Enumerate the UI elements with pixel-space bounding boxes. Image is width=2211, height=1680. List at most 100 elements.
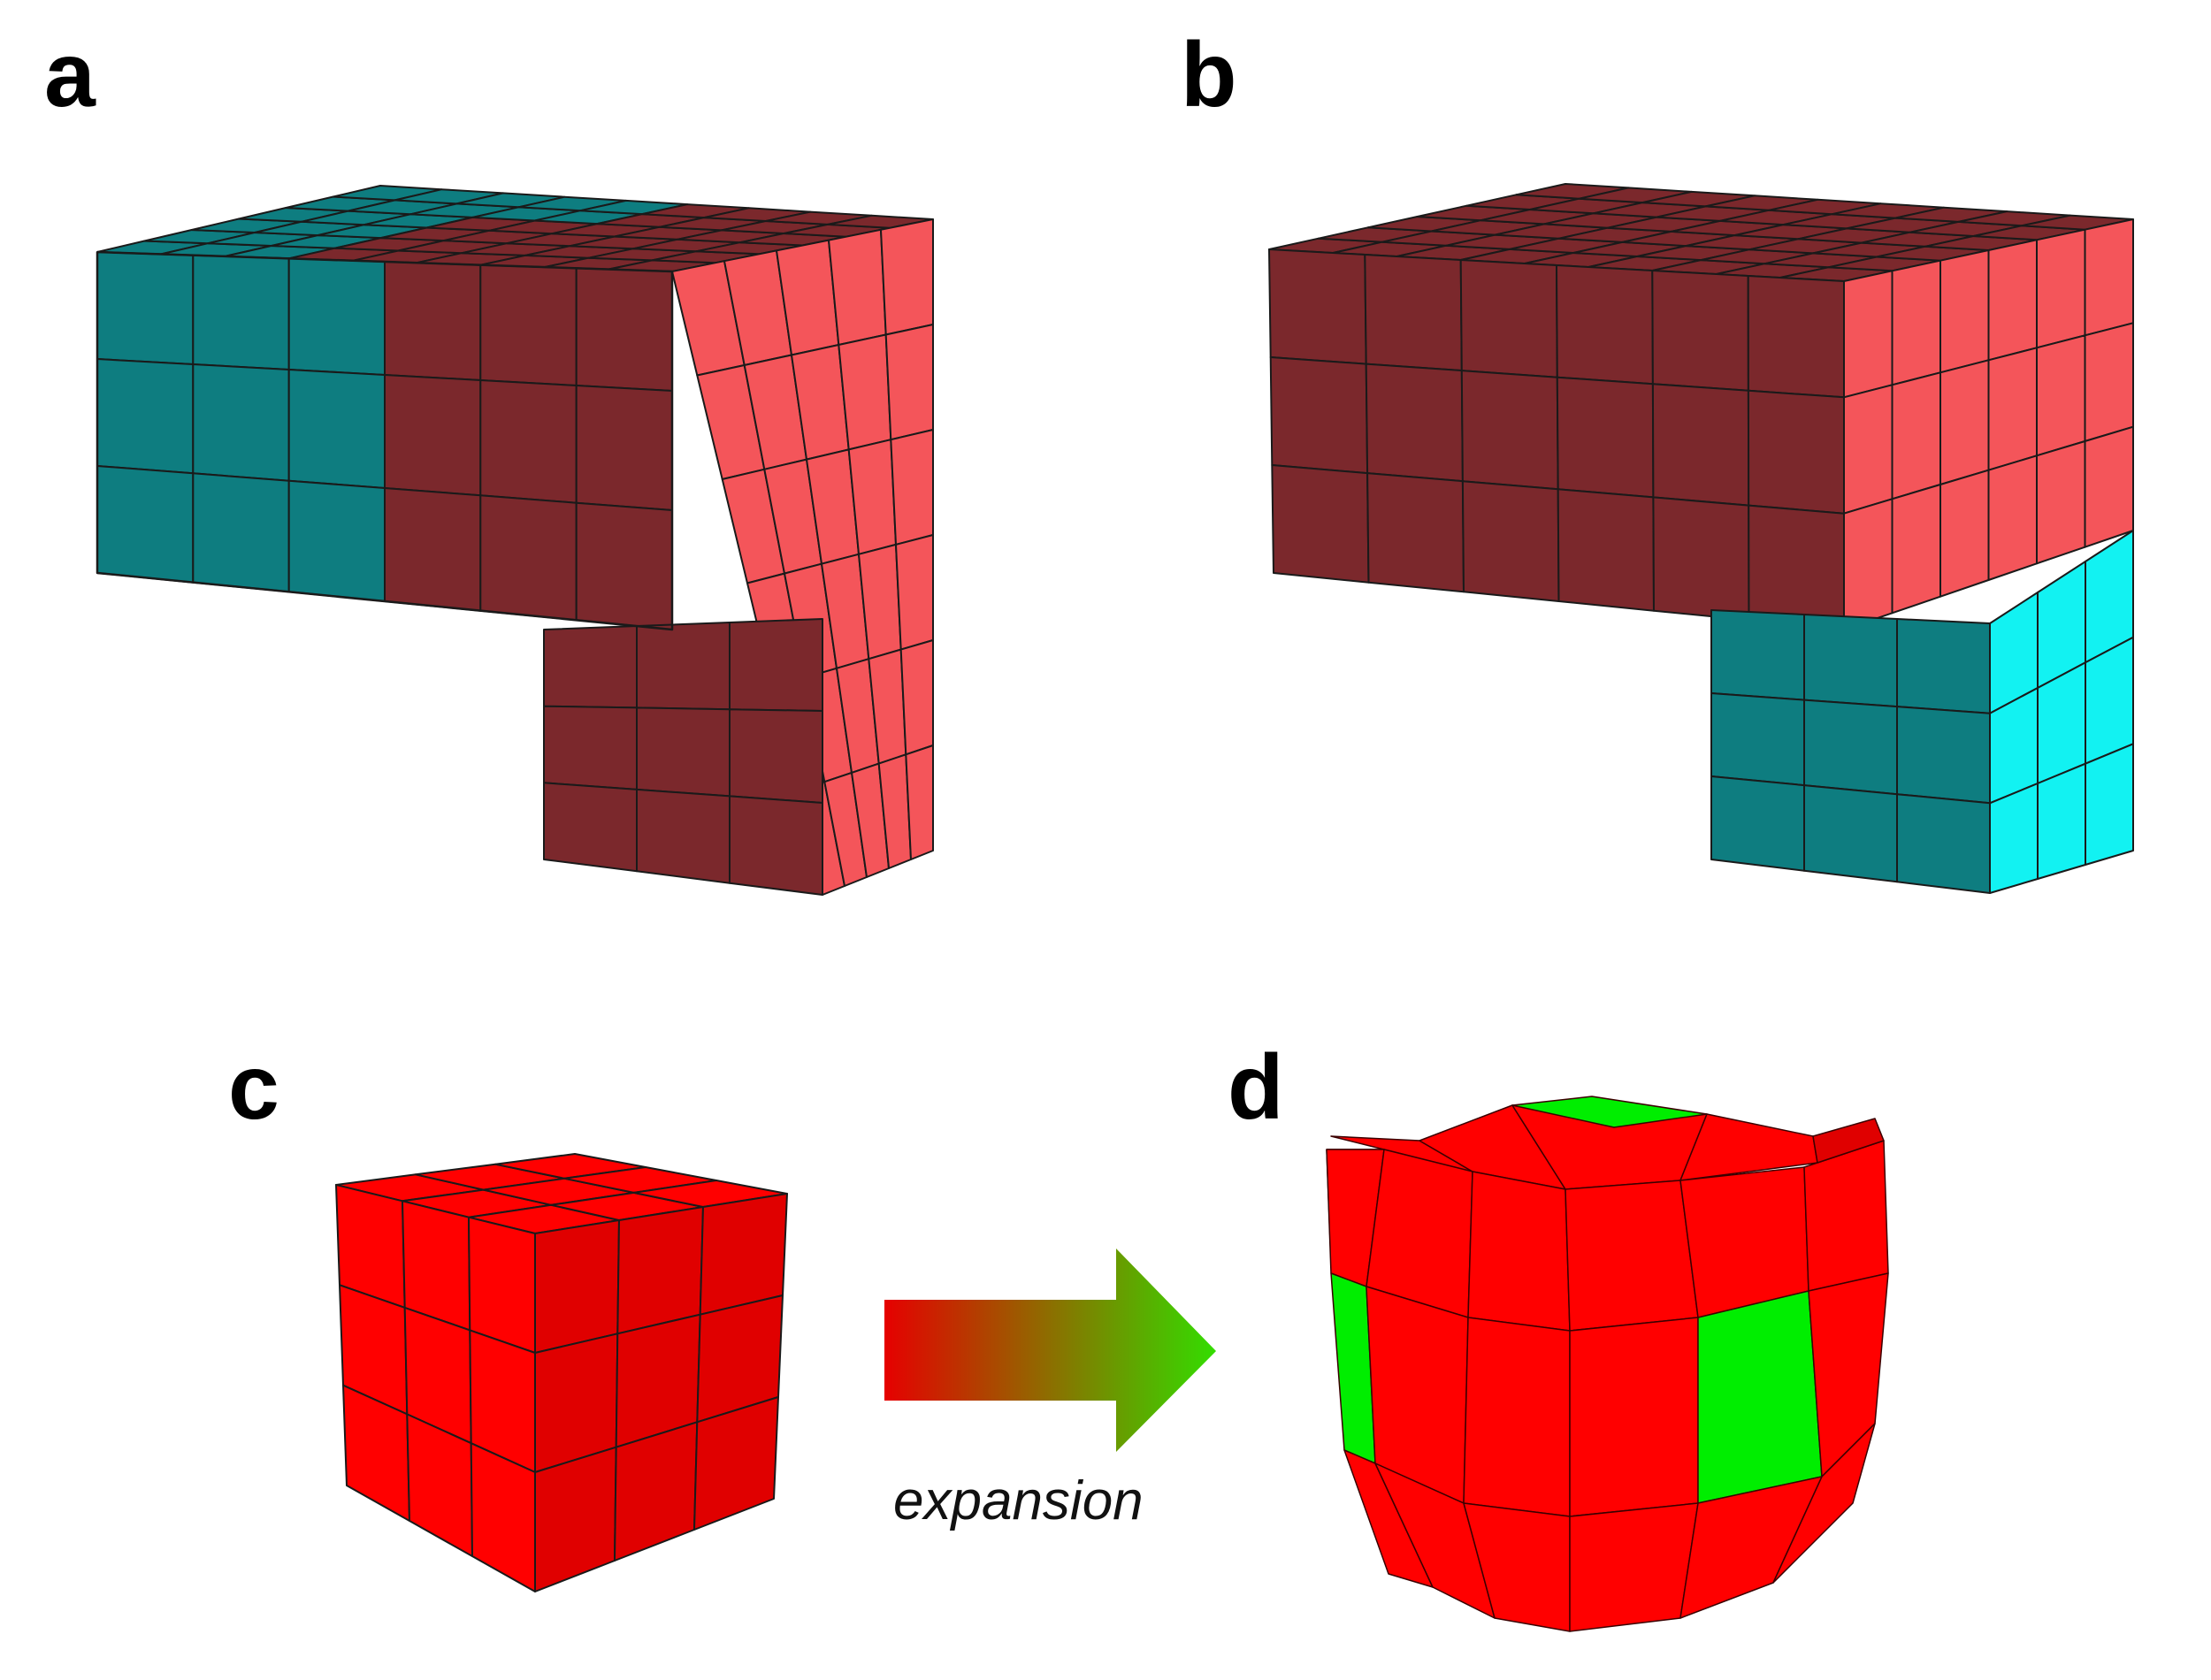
cube-cell-right <box>699 1193 788 1316</box>
mesh-cell-side <box>2036 334 2086 457</box>
mesh-cell-lower-front <box>543 625 638 709</box>
mesh-cell-front <box>1364 254 1463 372</box>
panel-a-mesh <box>96 185 934 896</box>
mesh-cell-front <box>479 379 578 504</box>
mesh-cell-front <box>1556 376 1655 499</box>
mesh-cell-side <box>1987 347 2038 471</box>
mesh-cell-side <box>1987 239 2038 362</box>
expanded-cell-right <box>1569 1502 1699 1632</box>
expanded-cell-right <box>1772 1423 1876 1584</box>
mesh-cell-lower-front <box>1710 692 1805 787</box>
mesh-cell-lower-front <box>1803 784 1898 883</box>
mesh-cell-front <box>1271 464 1370 584</box>
mesh-cell-front <box>384 261 482 381</box>
mesh-cell-front <box>1460 370 1559 491</box>
mesh-cell-front <box>479 494 578 622</box>
arrow-shape <box>884 1249 1216 1452</box>
mesh-cell-front <box>1651 383 1750 507</box>
expanded-cell-top-green <box>1511 1096 1708 1128</box>
mesh-cell-front <box>1747 275 1845 399</box>
mesh-cell-side <box>1843 270 1894 399</box>
mesh-cell-lower-front <box>636 622 731 711</box>
mesh-cell-side <box>2084 218 2134 337</box>
mesh-cell-side <box>838 333 892 451</box>
mesh-cell-side <box>1939 249 1990 374</box>
mesh-cell-front <box>1268 248 1367 365</box>
mesh-cell-lower-front <box>729 618 823 712</box>
mesh-cell-front <box>1461 480 1560 602</box>
expanded-cell-right-green <box>1697 1290 1823 1504</box>
mesh-cell-front <box>192 363 290 482</box>
mesh-cell-lower-front <box>543 705 638 790</box>
expanded-cell-top <box>1812 1118 1885 1164</box>
mesh-cell-lower-front <box>729 795 823 896</box>
mesh-cell-side <box>1843 384 1894 515</box>
mesh-cell-front <box>1652 496 1750 622</box>
mesh-cell-lower-front <box>1710 775 1805 872</box>
mesh-cell-lower-front <box>729 708 823 804</box>
mesh-cell-side <box>895 534 934 651</box>
panel-d-expanded-cube <box>1326 1096 1889 1632</box>
panel-c-cube <box>335 1153 788 1592</box>
expanded-cell-right <box>1565 1180 1699 1332</box>
mesh-cell-side <box>1939 469 1990 598</box>
mesh-cell-front <box>1269 356 1369 475</box>
mesh-cell-side <box>2084 425 2134 548</box>
mesh-cell-side <box>1891 484 1941 615</box>
mesh-cell-front <box>384 374 482 497</box>
mesh-cell-side <box>1891 371 1941 500</box>
mesh-cell-side <box>2084 322 2134 442</box>
mesh-cell-front <box>1366 472 1465 593</box>
panel-label-a: a <box>44 24 96 126</box>
mesh-cell-lower-front <box>636 706 731 798</box>
mesh-cell-front <box>384 487 482 612</box>
cube-cell-right <box>616 1206 704 1335</box>
mesh-cell-side <box>880 218 934 336</box>
mesh-cell-lower-front <box>1896 706 1991 805</box>
mesh-cell-front <box>1748 504 1845 630</box>
expanded-cell-right <box>1569 1317 1699 1517</box>
cube-cell-right <box>534 1219 620 1354</box>
expansion-caption: expansion <box>893 1470 1144 1531</box>
mesh-cell-front <box>1747 389 1845 515</box>
mesh-cell-front <box>1557 488 1655 612</box>
mesh-cell-lower-front <box>1896 793 1991 894</box>
cube-cell-right <box>693 1396 779 1531</box>
mesh-cell-lower-side <box>2037 762 2086 880</box>
expansion-arrow <box>884 1249 1216 1452</box>
mesh-cell-front <box>575 267 673 392</box>
mesh-cell-front <box>192 254 290 370</box>
panel-label-c: c <box>228 1036 279 1139</box>
panel-b-mesh <box>1268 183 2134 894</box>
expanded-cell-left <box>1463 1317 1571 1517</box>
slab-outline <box>96 250 674 631</box>
expanded-cell-right <box>1803 1140 1889 1292</box>
mesh-cell-front <box>96 465 195 584</box>
mesh-cell-front <box>479 263 578 386</box>
mesh-cell-lower-front <box>636 788 731 884</box>
panel-label-d: d <box>1228 1036 1284 1139</box>
mesh-cell-side <box>1939 359 1990 485</box>
mesh-cell-front <box>287 257 386 376</box>
panel-label-b: b <box>1181 24 1237 126</box>
expanded-cell-right <box>1808 1272 1889 1478</box>
expanded-cell-left <box>1467 1171 1571 1332</box>
mesh-cell-lower-front <box>543 782 638 873</box>
mesh-cell-side <box>899 639 934 756</box>
mesh-cell-front <box>575 501 673 630</box>
mesh-cell-side <box>828 228 887 346</box>
mesh-cell-lower-side <box>1989 783 2039 894</box>
mesh-cell-side <box>1843 498 1894 630</box>
cube-cell-right <box>534 1446 617 1592</box>
mesh-cell-front <box>192 472 290 593</box>
mesh-cell-front <box>1651 270 1749 392</box>
mesh-cell-lower-front <box>1896 618 1991 714</box>
mesh-cell-side <box>884 324 934 441</box>
mesh-cell-side <box>905 745 934 860</box>
mesh-cell-front <box>96 251 195 365</box>
mesh-cell-front <box>575 385 673 511</box>
mesh-cell-side <box>1987 454 2038 581</box>
mesh-cell-side <box>890 429 934 546</box>
mesh-cell-front <box>1459 259 1558 378</box>
